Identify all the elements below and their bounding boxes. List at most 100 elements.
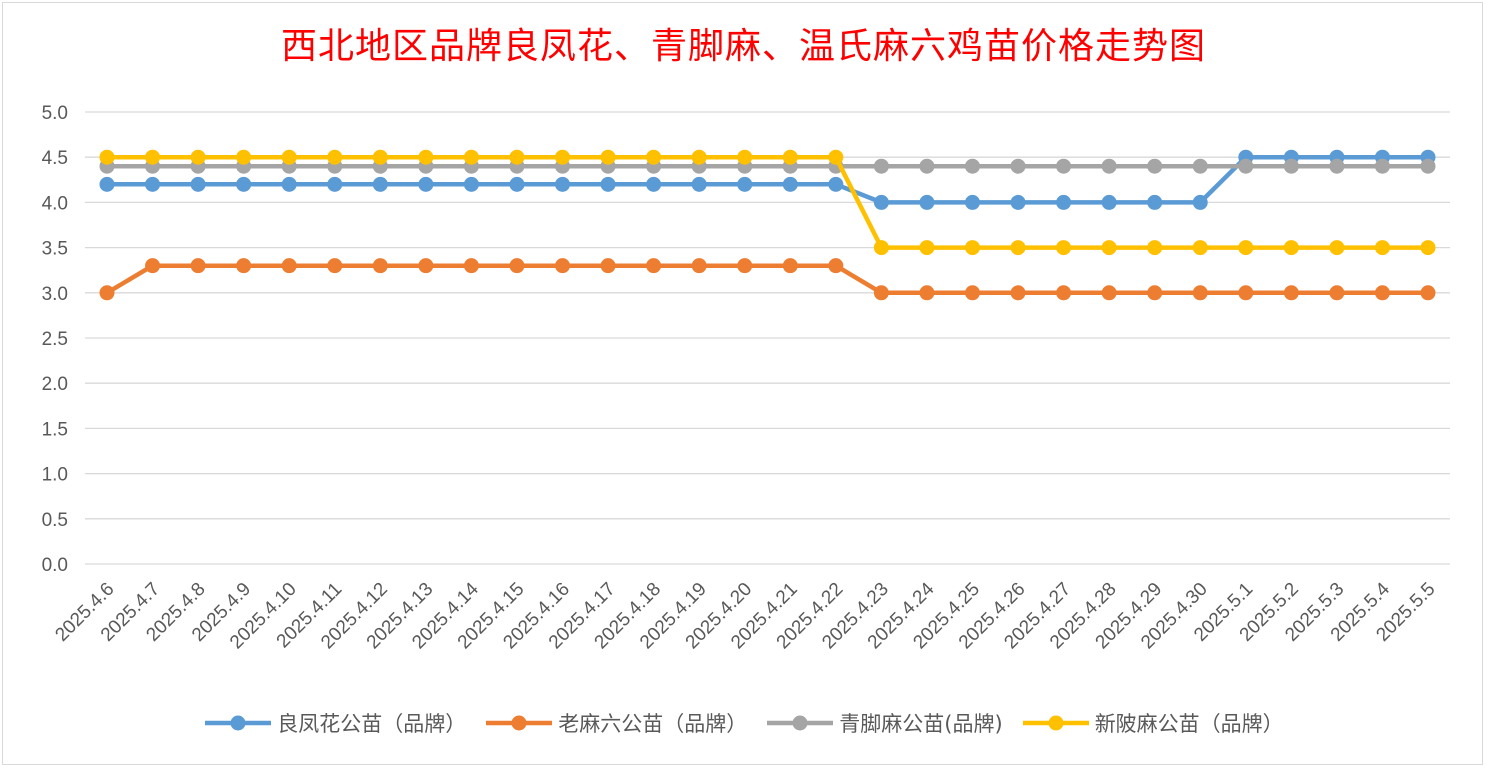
legend-item: 良凤花公苗（品牌） [203,708,466,738]
series-0 [99,149,1436,210]
data-point [1238,285,1254,301]
data-point [691,176,707,192]
data-point [99,176,115,192]
data-point [646,176,662,192]
y-tick-label: 3.5 [42,239,68,260]
data-point [327,176,343,192]
data-point [372,176,388,192]
data-point [600,258,616,274]
legend-label: 良凤花公苗（品牌） [277,712,467,736]
data-point [145,258,161,274]
data-point [828,258,844,274]
data-point [1420,285,1436,301]
data-point [1056,240,1072,256]
data-point [1329,240,1345,256]
data-point [1101,194,1117,210]
data-point [463,149,479,165]
data-point [1101,285,1117,301]
legend-item: 新陂麻公苗（品牌） [1021,708,1284,738]
data-point [99,149,115,165]
y-tick-label: 4.0 [42,193,68,214]
data-point [281,176,297,192]
data-point [145,149,161,165]
y-tick-label: 0.0 [42,555,68,576]
data-point [1192,240,1208,256]
data-point [691,149,707,165]
data-point [600,176,616,192]
data-point [145,176,161,192]
plot-area: 0.0 0.5 1.0 1.5 2.0 2.5 3.0 3.5 4.0 4.5 5.0 2025.4… [42,103,1450,653]
data-point [1420,158,1436,174]
data-point [919,240,935,256]
data-point [236,258,252,274]
data-point [737,258,753,274]
data-point [691,258,707,274]
y-tick-label: 1.5 [42,419,68,440]
data-point [1374,240,1390,256]
data-point [1329,285,1345,301]
data-point [1192,158,1208,174]
data-point [1192,285,1208,301]
data-point [873,240,889,256]
data-point [509,176,525,192]
series-line [107,154,1428,250]
legend-swatch [486,715,553,731]
data-point [236,176,252,192]
legend: 良凤花公苗（品牌） 老麻六公苗（品牌） 青脚麻公苗(品牌) 新陂麻公苗（品牌） [0,705,1487,741]
data-point [873,285,889,301]
data-point [919,285,935,301]
data-point [463,258,479,274]
data-point [737,149,753,165]
data-point [964,285,980,301]
series-line [107,154,1428,205]
data-point [828,176,844,192]
x-axis: 2025.4.62025.4.72025.4.82025.4.92025.4.1… [51,578,1439,653]
y-tick-label: 4.5 [42,148,68,169]
data-point [555,176,571,192]
data-point [418,176,434,192]
data-point [509,149,525,165]
legend-swatch [1022,715,1089,731]
y-axis: 0.0 0.5 1.0 1.5 2.0 2.5 3.0 3.5 4.0 4.5 5.0 [42,103,68,576]
data-point [1420,240,1436,256]
data-point [1101,240,1117,256]
data-point [236,149,252,165]
data-point [646,258,662,274]
data-point [372,258,388,274]
data-point [737,176,753,192]
data-point [1192,194,1208,210]
data-point [1010,240,1026,256]
data-point [1147,240,1163,256]
legend-swatch [767,715,834,731]
data-point [1101,158,1117,174]
data-point [99,285,115,301]
data-point [1374,285,1390,301]
series-1 [99,258,1436,301]
data-point [782,149,798,165]
data-point [1283,240,1299,256]
series-3 [99,149,1436,256]
y-tick-label: 2.0 [42,374,68,395]
data-point [190,258,206,274]
y-tick-label: 0.5 [42,510,68,531]
data-point [964,240,980,256]
data-point [782,176,798,192]
data-point [646,149,662,165]
data-point [964,158,980,174]
data-point [327,149,343,165]
data-point [782,258,798,274]
legend-label: 老麻六公苗（品牌） [558,712,748,736]
y-tick-label: 5.0 [42,103,68,124]
series-layer [99,149,1436,301]
data-point [1056,285,1072,301]
data-point [873,194,889,210]
legend-item: 老麻六公苗（品牌） [484,708,747,738]
chart-title: 西北地区品牌良凤花、青脚麻、温氏麻六鸡苗价格走势图 [280,26,1206,67]
data-point [919,194,935,210]
data-point [190,176,206,192]
data-point [555,149,571,165]
data-point [509,258,525,274]
data-point [1283,285,1299,301]
data-point [1010,194,1026,210]
data-point [1147,194,1163,210]
